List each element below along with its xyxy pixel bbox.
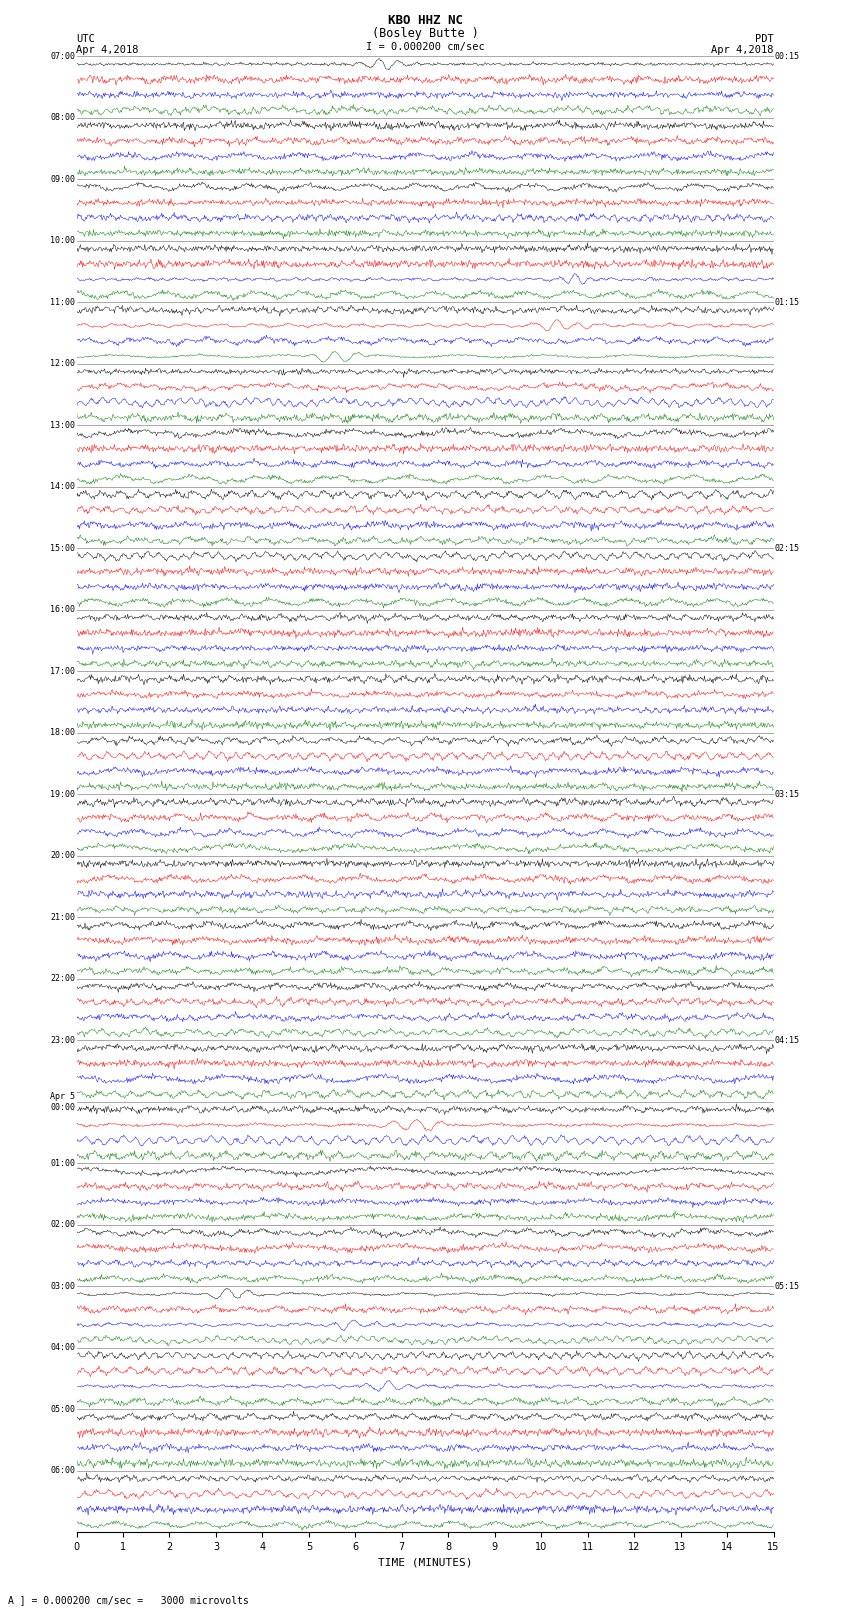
Text: 11:00: 11:00 [50,298,75,306]
Text: 02:00: 02:00 [50,1221,75,1229]
Text: A ] = 0.000200 cm/sec =   3000 microvolts: A ] = 0.000200 cm/sec = 3000 microvolts [8,1595,249,1605]
Text: 14:00: 14:00 [50,482,75,492]
Text: 09:00: 09:00 [50,174,75,184]
Text: 05:00: 05:00 [50,1405,75,1415]
Text: 12:00: 12:00 [50,360,75,368]
Text: 10:00: 10:00 [50,237,75,245]
Text: 03:00: 03:00 [50,1282,75,1290]
Text: 17:00: 17:00 [50,666,75,676]
Text: 13:00: 13:00 [50,421,75,431]
Text: 22:00: 22:00 [50,974,75,984]
Text: I = 0.000200 cm/sec: I = 0.000200 cm/sec [366,42,484,52]
Text: 05:15: 05:15 [775,1282,800,1290]
Text: 07:00: 07:00 [50,52,75,61]
Text: 15:00: 15:00 [50,544,75,553]
Text: 16:00: 16:00 [50,605,75,615]
Text: Apr 4,2018: Apr 4,2018 [76,45,139,55]
Text: 02:15: 02:15 [775,544,800,553]
Text: 06:00: 06:00 [50,1466,75,1476]
Text: 23:00: 23:00 [50,1036,75,1045]
Text: 21:00: 21:00 [50,913,75,923]
X-axis label: TIME (MINUTES): TIME (MINUTES) [377,1558,473,1568]
Text: 04:15: 04:15 [775,1036,800,1045]
Text: UTC: UTC [76,34,95,44]
Text: 00:15: 00:15 [775,52,800,61]
Text: (Bosley Butte ): (Bosley Butte ) [371,27,479,40]
Text: 01:00: 01:00 [50,1158,75,1168]
Text: 20:00: 20:00 [50,852,75,860]
Text: 01:15: 01:15 [775,298,800,306]
Text: 03:15: 03:15 [775,790,800,798]
Text: PDT: PDT [755,34,774,44]
Text: Apr 5
00:00: Apr 5 00:00 [50,1092,75,1111]
Text: KBO HHZ NC: KBO HHZ NC [388,15,462,27]
Text: Apr 4,2018: Apr 4,2018 [711,45,774,55]
Text: 19:00: 19:00 [50,790,75,798]
Text: 18:00: 18:00 [50,729,75,737]
Text: 04:00: 04:00 [50,1344,75,1352]
Text: 08:00: 08:00 [50,113,75,123]
